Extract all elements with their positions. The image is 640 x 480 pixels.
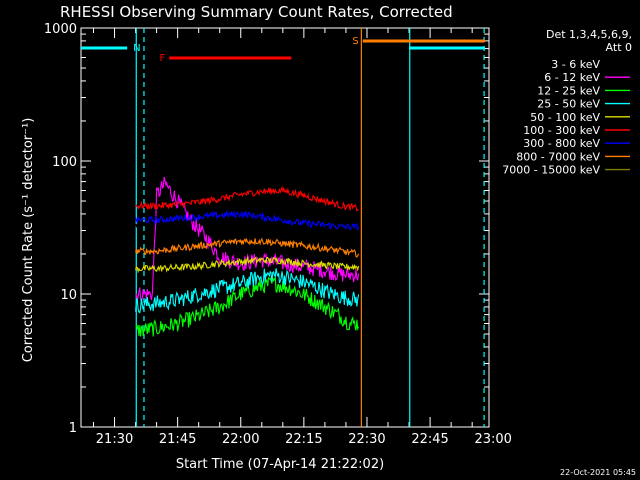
plot-frame: [80, 27, 490, 428]
legend-header-line-2: Att 0: [606, 41, 632, 54]
y-tick-label: 1: [69, 421, 77, 436]
y-tick-labels: 1 10 100 1000: [44, 22, 77, 436]
flag-bar-label: F: [159, 53, 165, 64]
series-line: [135, 255, 360, 274]
legend-entry-label: 7000 - 15000 keV: [502, 164, 600, 177]
x-tick-label: 21:30: [96, 432, 133, 447]
series-line: [135, 209, 360, 231]
y-axis-label: Corrected Count Rate (s⁻¹ detector⁻¹): [21, 118, 36, 363]
x-tick-label: 22:00: [222, 432, 259, 447]
flag-bar-label: N: [133, 43, 140, 54]
series-line: [135, 268, 360, 314]
legend-entry-label: 25 - 50 keV: [537, 98, 600, 111]
series-line: [135, 153, 359, 228]
legend-entry-label: 100 - 300 keV: [523, 124, 600, 137]
x-tick-label: 21:45: [159, 432, 196, 447]
legend-entry-label: 800 - 7000 keV: [516, 150, 600, 163]
x-tick-label: 23:00: [474, 432, 511, 447]
y-tick-label: 10: [60, 288, 77, 303]
plot-area: N F S: [80, 27, 490, 428]
legend-entry-label: 3 - 6 keV: [551, 58, 600, 71]
y-tick-label: 1000: [44, 22, 77, 37]
axis-ticks: [81, 27, 489, 428]
x-tick-labels: 21:30 21:45 22:00 22:15 22:30 22:45 23:00: [96, 432, 512, 447]
generated-timestamp: 22-Oct-2021 05:45: [560, 468, 636, 477]
x-axis-label: Start Time (07-Apr-14 21:22:02): [176, 457, 384, 472]
series-line: [135, 237, 360, 258]
flag-bars: N F S: [81, 36, 485, 64]
x-tick-label: 22:15: [285, 432, 322, 447]
legend-entry-label: 50 - 100 keV: [530, 111, 600, 124]
series-line: [135, 185, 359, 212]
legend-entry-label: 12 - 25 keV: [537, 84, 600, 97]
y-tick-label: 100: [52, 155, 77, 170]
chart-title: RHESSI Observing Summary Count Rates, Co…: [60, 3, 453, 21]
legend-header-line-1: Det 1,3,4,5,6,9,: [546, 28, 632, 41]
flag-bar-label: S: [352, 36, 358, 47]
series-line: [135, 275, 360, 337]
x-tick-label: 22:45: [411, 432, 448, 447]
x-tick-label: 22:30: [348, 432, 385, 447]
legend-entry-label: 6 - 12 keV: [544, 71, 600, 84]
series-lines: [135, 153, 360, 337]
legend-entry-label: 300 - 800 keV: [523, 137, 600, 150]
